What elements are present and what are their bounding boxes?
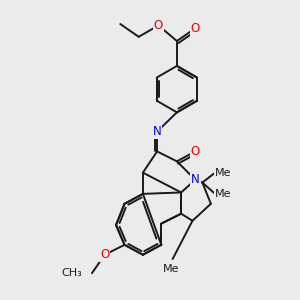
- Text: N: N: [191, 173, 200, 186]
- Text: O: O: [154, 19, 163, 32]
- Text: Me: Me: [163, 264, 179, 274]
- Text: Me: Me: [215, 189, 232, 199]
- Text: N: N: [153, 125, 161, 138]
- Text: O: O: [191, 145, 200, 158]
- Text: CH₃: CH₃: [61, 268, 82, 278]
- Text: Me: Me: [215, 168, 232, 178]
- Text: O: O: [191, 22, 200, 35]
- Text: O: O: [100, 248, 109, 261]
